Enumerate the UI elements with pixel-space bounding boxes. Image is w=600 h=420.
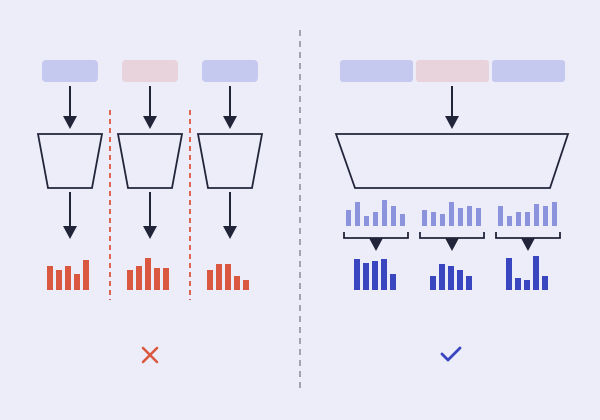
output-bars xyxy=(207,264,249,290)
arrow xyxy=(223,192,237,239)
input-box xyxy=(416,60,489,82)
arrow-head xyxy=(445,238,459,251)
input-box xyxy=(202,60,258,82)
input-box xyxy=(122,60,178,82)
arrow xyxy=(223,86,237,129)
output-bars xyxy=(506,256,548,290)
arrow xyxy=(143,192,157,239)
arrow xyxy=(445,86,459,129)
output-bars xyxy=(127,258,169,290)
left-panel xyxy=(36,60,264,364)
cross-icon xyxy=(141,346,159,364)
output-bars xyxy=(354,259,396,290)
arrow-head xyxy=(369,238,383,251)
check-icon xyxy=(440,346,462,362)
arrow xyxy=(63,192,77,239)
input-box xyxy=(42,60,98,82)
intermediate-bars xyxy=(422,202,481,226)
output-bars xyxy=(430,264,472,290)
arrow xyxy=(63,86,77,129)
output-bars xyxy=(47,260,89,290)
arrow-head xyxy=(521,238,535,251)
model xyxy=(334,133,570,189)
input-box xyxy=(492,60,565,82)
intermediate-bars xyxy=(346,200,405,226)
right-panel xyxy=(334,60,570,362)
arrow xyxy=(143,86,157,129)
intermediate-bars xyxy=(498,202,557,226)
model xyxy=(36,133,104,189)
input-box xyxy=(340,60,413,82)
model xyxy=(196,133,264,189)
model xyxy=(116,133,184,189)
